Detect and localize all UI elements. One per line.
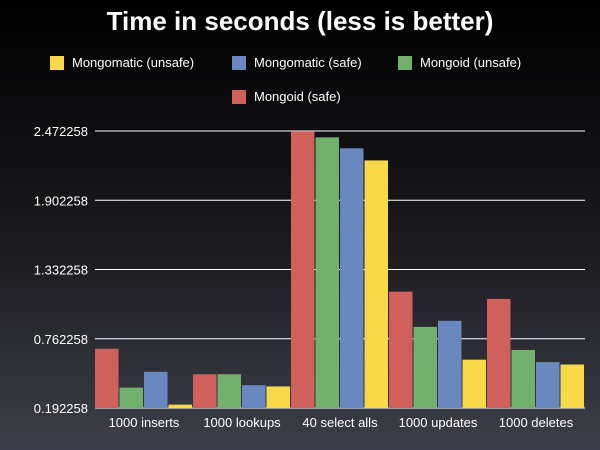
legend-swatch	[398, 56, 412, 70]
x-category-label: 1000 deletes	[499, 415, 574, 430]
bar	[487, 298, 511, 408]
bar	[95, 348, 119, 408]
bars	[95, 131, 584, 409]
x-category-label: 1000 updates	[399, 415, 478, 430]
bar	[266, 386, 290, 408]
y-tick-label: 0.762258	[34, 332, 88, 347]
bar	[511, 349, 535, 408]
y-tick-label: 2.472258	[34, 124, 88, 139]
bar	[340, 148, 364, 409]
bar	[168, 404, 192, 408]
x-category-label: 40 select alls	[302, 415, 378, 430]
bar	[364, 160, 388, 408]
y-axis-tick-labels: 0.192258 0.762258 1.332258 1.902258 2.472258	[34, 124, 88, 416]
bar	[144, 371, 168, 408]
bar	[315, 137, 339, 409]
bar	[536, 362, 560, 408]
bar	[389, 291, 413, 408]
y-tick-label: 1.332258	[34, 263, 88, 278]
x-axis-category-labels: 1000 inserts 1000 lookups 40 select alls 10…	[109, 415, 574, 430]
legend: Mongomatic (unsafe) Mongomatic (safe) Mong…	[50, 55, 521, 104]
bar	[438, 320, 462, 408]
bar	[193, 374, 217, 408]
y-tick-label: 1.902258	[34, 193, 88, 208]
bar	[119, 387, 143, 408]
chart-title: Time in seconds (less is better)	[106, 6, 494, 36]
bar	[217, 374, 241, 408]
x-category-label: 1000 inserts	[109, 415, 180, 430]
legend-swatch	[232, 90, 246, 104]
legend-label: Mongomatic (safe)	[254, 55, 362, 70]
bar	[291, 131, 315, 408]
legend-label: Mongoid (safe)	[254, 89, 341, 104]
x-category-label: 1000 lookups	[203, 415, 281, 430]
bar	[560, 364, 584, 408]
y-tick-label: 0.192258	[34, 401, 88, 416]
legend-label: Mongomatic (unsafe)	[72, 55, 194, 70]
legend-swatch	[232, 56, 246, 70]
bar	[413, 326, 437, 408]
legend-label: Mongoid (unsafe)	[420, 55, 521, 70]
legend-swatch	[50, 56, 64, 70]
bar	[242, 385, 266, 408]
bar	[462, 359, 486, 408]
